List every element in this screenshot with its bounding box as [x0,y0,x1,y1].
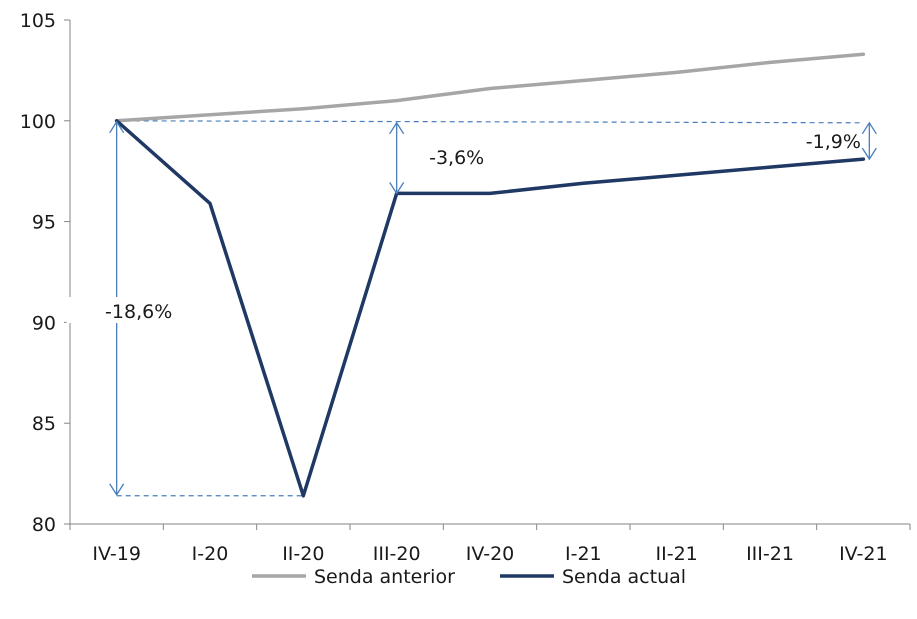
reference-line-baseline [117,121,864,123]
y-tick-label: 85 [32,413,56,435]
x-tick-label: IV-19 [92,543,141,565]
x-tick-label: IV-20 [466,543,515,565]
x-tick-label: I-21 [565,543,602,565]
arrow-annotation-3 [862,123,876,159]
series-layer [117,54,864,496]
x-tick-label: III-21 [746,543,794,565]
y-tick-label: 80 [32,514,56,536]
x-tick-label: II-21 [656,543,698,565]
legend: Senda anterior Senda actual [252,566,686,588]
legend-label-senda-actual: Senda actual [562,566,686,588]
y-tick-label: 100 [20,111,56,133]
arrow-annotation-2 [390,123,404,194]
annotation-label-3: -1,9% [806,131,861,153]
y-tick-label: 90 [32,312,56,334]
reference-lines [117,121,864,496]
y-tick-label: 105 [20,10,56,32]
y-tick-label: 95 [32,212,56,234]
legend-label-senda-anterior: Senda anterior [314,566,455,588]
annotation-label-2: -3,6% [429,147,484,169]
x-tick-label: I-20 [192,543,229,565]
annotation-label-1: -18,6% [105,301,172,323]
x-tick-label: III-20 [373,543,421,565]
x-tick-label: IV-21 [839,543,888,565]
series-line-senda-actual [117,121,864,496]
series-line-senda-anterior [117,54,864,121]
annotations: -18,6% -3,6% -1,9% [67,122,877,495]
x-tick-label: II-20 [282,543,324,565]
